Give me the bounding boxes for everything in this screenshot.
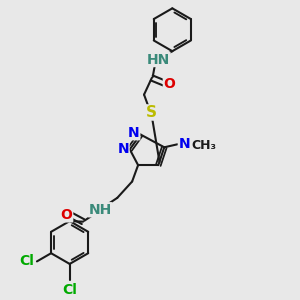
Text: S: S — [146, 105, 157, 120]
Text: N: N — [128, 126, 140, 140]
Text: HN: HN — [147, 52, 170, 67]
Text: CH₃: CH₃ — [192, 139, 217, 152]
Text: Cl: Cl — [62, 283, 77, 297]
Text: NH: NH — [88, 203, 112, 217]
Text: N: N — [178, 137, 190, 151]
Text: O: O — [61, 208, 73, 222]
Text: Cl: Cl — [19, 254, 34, 268]
Text: N: N — [117, 142, 129, 156]
Text: O: O — [164, 77, 175, 91]
